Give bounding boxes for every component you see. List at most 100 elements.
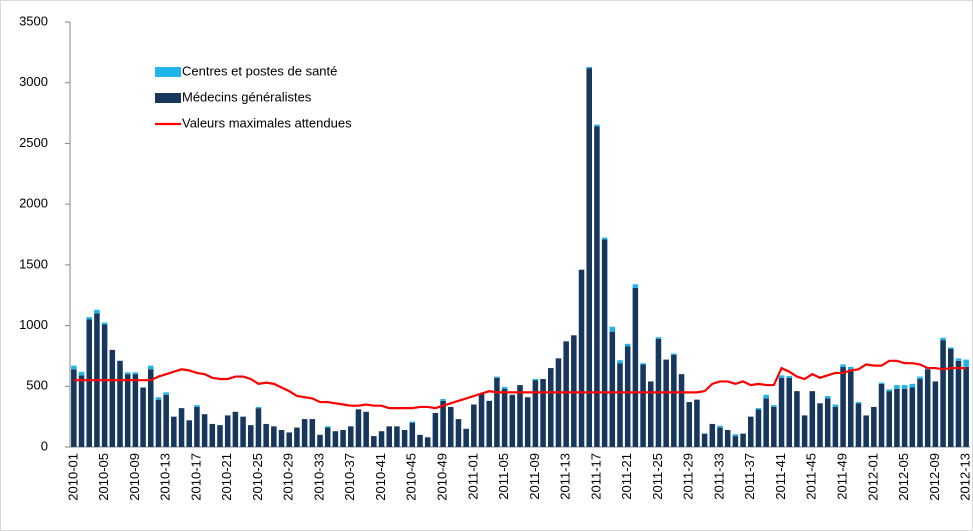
x-tick-label: 2011-25 xyxy=(650,453,665,500)
bar-segment xyxy=(601,237,608,240)
bar-segment xyxy=(886,391,892,447)
bar-segment xyxy=(255,408,262,447)
bar-segment xyxy=(440,400,446,447)
bar-segment xyxy=(209,423,216,447)
bar-segment xyxy=(132,374,139,447)
bar-segment xyxy=(909,383,916,388)
x-tick-label: 2011-33 xyxy=(711,453,726,500)
legend-label: Médecins généralistes xyxy=(182,89,312,104)
legend-label: Valeurs maximales attendues xyxy=(182,115,352,130)
bar-segment xyxy=(717,427,723,447)
x-tick-label: 2010-45 xyxy=(404,453,419,501)
bar-segment xyxy=(617,363,623,447)
bar-segment xyxy=(755,409,762,447)
bar-segment xyxy=(494,376,500,378)
bar-segment xyxy=(194,405,200,407)
bar-segment xyxy=(617,360,623,364)
bar-segment xyxy=(771,406,777,447)
bar-segment xyxy=(332,431,339,447)
bar-segment xyxy=(724,430,731,447)
bar-segment xyxy=(871,406,877,447)
bar-segment xyxy=(463,428,469,447)
y-tick-label: 0 xyxy=(41,438,48,453)
bar-segment xyxy=(940,337,946,341)
bar-segment xyxy=(424,437,431,447)
bar-segment xyxy=(532,380,539,447)
bar-segment xyxy=(655,337,662,339)
x-tick-label: 2012-05 xyxy=(896,453,911,501)
bar-segment xyxy=(163,394,169,447)
bar-segment xyxy=(363,411,369,447)
bar-segment xyxy=(571,335,577,447)
bar-segment xyxy=(848,369,854,447)
bar-segment xyxy=(824,398,831,447)
x-tick-label: 2010-25 xyxy=(250,453,265,501)
bar-segment xyxy=(378,431,385,447)
bar-segment xyxy=(886,389,892,392)
bar-segment xyxy=(878,382,885,384)
bar-segment xyxy=(671,353,677,355)
bar-segment xyxy=(140,387,146,447)
bar-segment xyxy=(671,354,677,447)
bar-segment xyxy=(840,366,846,447)
bar-segment xyxy=(148,365,154,370)
x-tick-label: 2011-29 xyxy=(681,453,696,500)
bar-segment xyxy=(594,124,600,127)
x-tick-label: 2010-37 xyxy=(342,453,357,501)
bar-segment xyxy=(832,404,839,407)
x-tick-label: 2011-41 xyxy=(773,453,788,500)
bar-segment xyxy=(963,366,969,447)
bar-segment xyxy=(409,421,416,423)
bar-segment xyxy=(955,358,962,361)
bar-segment xyxy=(601,239,608,447)
bar-segment xyxy=(740,433,746,447)
bar-segment xyxy=(817,403,823,447)
bar-segment xyxy=(894,385,900,389)
bar-segment xyxy=(832,406,839,447)
bar-segment xyxy=(901,388,908,447)
bar-segment xyxy=(286,432,292,447)
bar-segment xyxy=(917,376,923,379)
bar-segment xyxy=(155,399,162,447)
bar-segment xyxy=(948,347,954,349)
bar-segment xyxy=(940,340,946,447)
x-tick-label: 2011-13 xyxy=(558,453,573,500)
bar-segment xyxy=(501,388,508,447)
bar-segment xyxy=(478,393,485,447)
bar-segment xyxy=(109,349,116,447)
bar-segment xyxy=(394,426,400,447)
bar-segment xyxy=(101,324,108,447)
bar-segment xyxy=(409,422,416,447)
y-tick-label: 2000 xyxy=(19,196,48,211)
bar-segment xyxy=(171,416,177,447)
bar-segment xyxy=(78,375,85,447)
bar-segment xyxy=(148,369,154,447)
bar-segment xyxy=(848,366,854,370)
bar-segment xyxy=(763,398,769,447)
x-tick-label: 2011-01 xyxy=(465,453,480,500)
y-tick-label: 2500 xyxy=(19,135,48,150)
x-tick-label: 2010-17 xyxy=(188,453,203,501)
bar-segment xyxy=(609,326,616,332)
x-tick-label: 2011-05 xyxy=(496,453,511,500)
bar-segment xyxy=(778,375,785,378)
bar-segment xyxy=(194,406,200,447)
bar-segment xyxy=(609,331,616,447)
line-series xyxy=(73,359,967,410)
y-tick-label: 500 xyxy=(26,378,48,393)
x-tick-label: 2011-37 xyxy=(742,453,757,500)
y-tick-label: 3000 xyxy=(19,74,48,89)
bar-segment xyxy=(348,426,354,447)
bar-segment xyxy=(732,434,739,437)
x-tick-label: 2010-01 xyxy=(65,453,80,501)
bar-segment xyxy=(794,391,800,447)
x-tick-label: 2010-09 xyxy=(127,453,142,501)
y-tick-label: 1500 xyxy=(19,256,48,271)
bar-segment xyxy=(324,427,331,447)
bar-segment xyxy=(855,403,862,447)
bar-segment xyxy=(763,394,769,399)
bar-segment xyxy=(786,375,792,378)
bar-segment xyxy=(624,343,631,347)
bar-segment xyxy=(132,372,139,375)
